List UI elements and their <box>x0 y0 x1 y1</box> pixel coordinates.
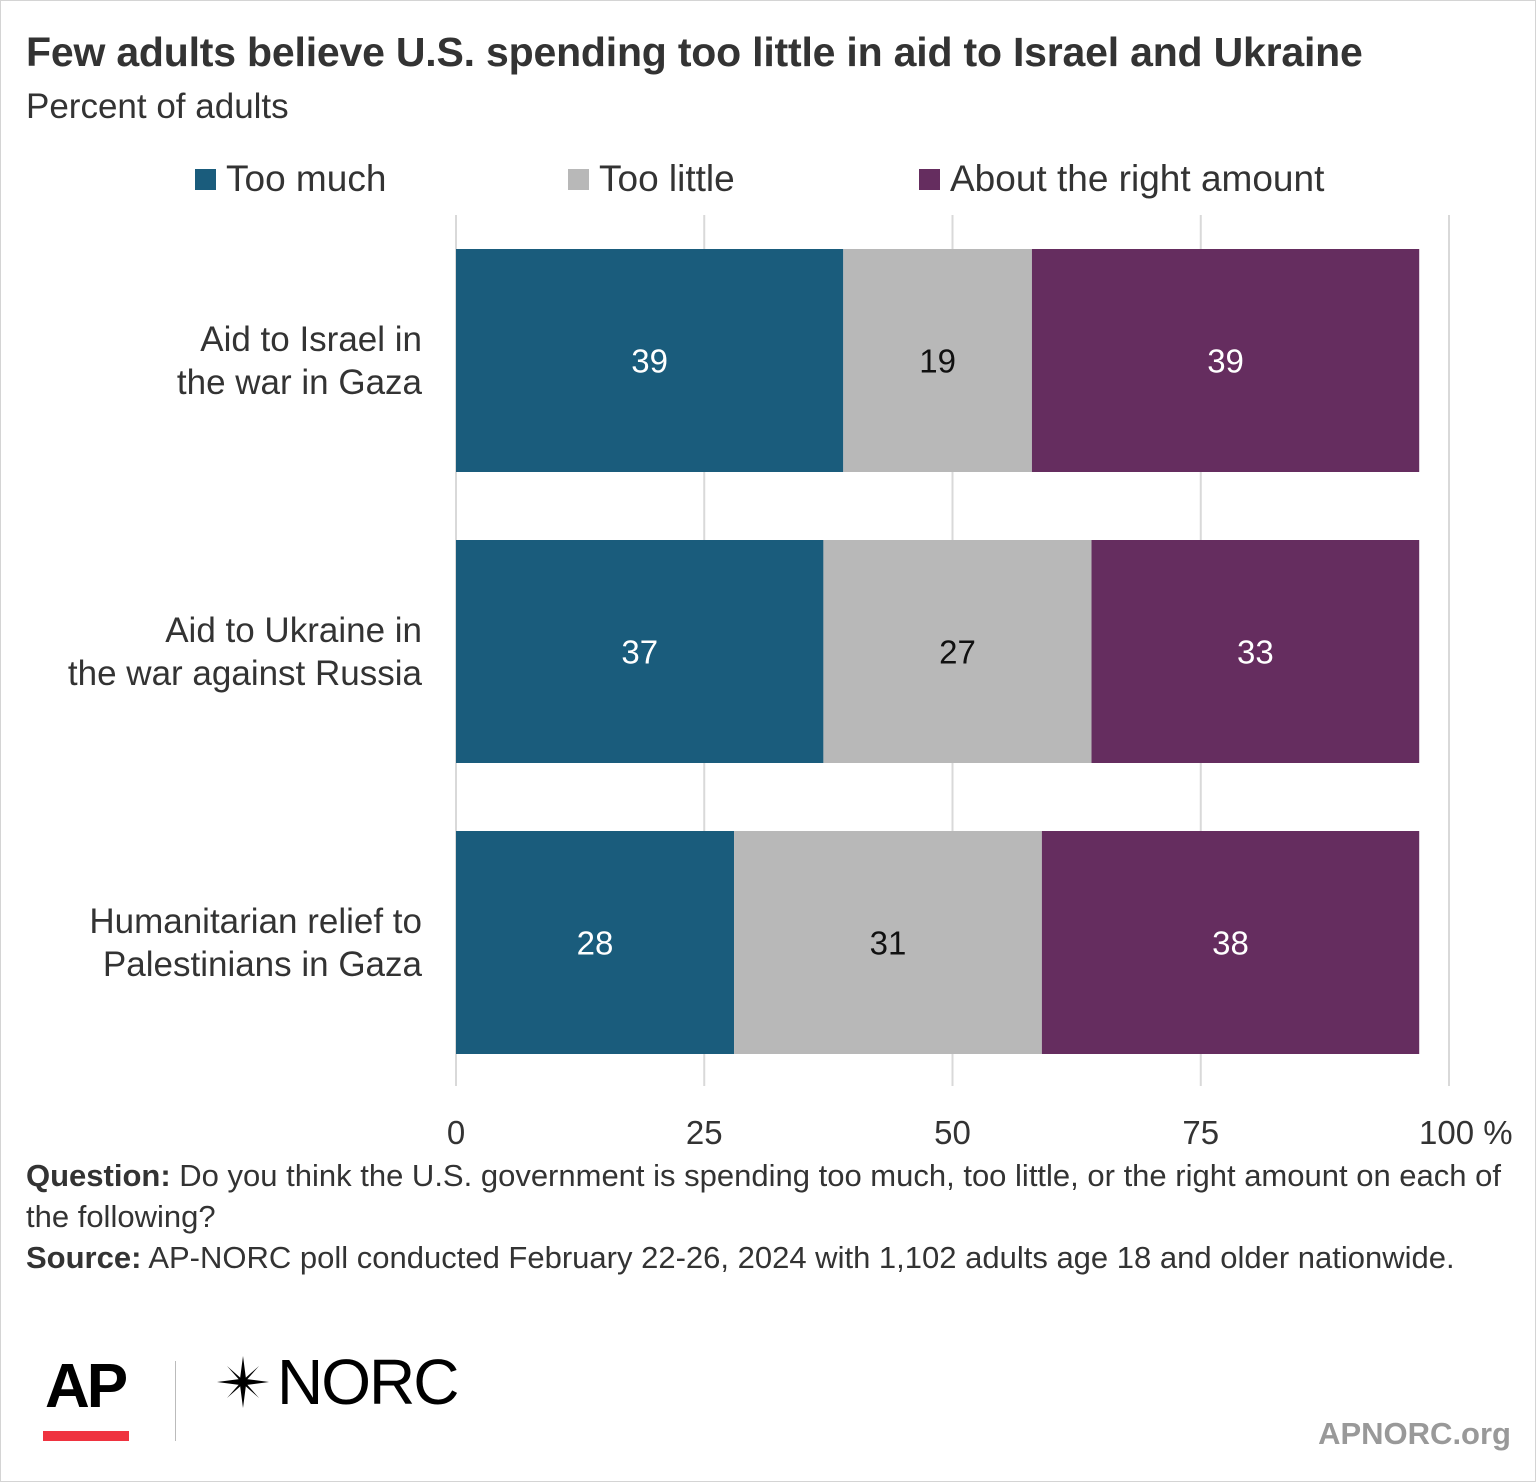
category-label: Aid to Israel in <box>200 320 422 359</box>
x-tick-label-0: 0 <box>447 1114 465 1151</box>
legend-item-too-much: Too much <box>195 157 386 201</box>
legend-label-too-much: Too much <box>226 158 387 199</box>
legend-swatch-too-much <box>195 168 216 190</box>
bar-chart: 0 25 50 75 100 % 39 19 39 Aid to Israel in the wa… <box>68 215 1513 1151</box>
bar-segment <box>1041 831 1420 1054</box>
x-tick-label-50: 50 <box>934 1114 971 1151</box>
category-label: Palestinians in Gaza <box>103 945 423 984</box>
star-burst-icon <box>217 1356 269 1408</box>
chart-subtitle: Percent of adults <box>26 87 289 126</box>
source-note: Source: AP-NORC poll conducted February … <box>26 1237 1506 1278</box>
ap-logo: AP <box>45 1352 128 1421</box>
category-label: Aid to Ukraine in <box>165 611 422 650</box>
source-text: AP-NORC poll conducted February 22-26, 2… <box>148 1240 1455 1275</box>
data-label: 39 <box>1207 343 1244 380</box>
question-text: Do you think the U.S. government is spen… <box>26 1158 1501 1234</box>
x-tick-label-75: 75 <box>1182 1114 1219 1151</box>
data-label: 27 <box>939 634 976 671</box>
legend-item-about-right: About the right amount <box>919 157 1324 201</box>
bar-segment <box>456 540 824 763</box>
data-label: 37 <box>621 634 658 671</box>
legend-label-too-little: Too little <box>599 158 735 199</box>
data-label: 38 <box>1212 925 1249 962</box>
data-label: 19 <box>919 343 956 380</box>
site-url: APNORC.org <box>1318 1416 1511 1451</box>
bar-segment <box>1091 540 1420 763</box>
norc-logo-text: NORC <box>277 1346 459 1418</box>
category-label: the war against Russia <box>68 654 423 693</box>
bar-segment <box>734 831 1042 1054</box>
data-label: 28 <box>577 925 614 962</box>
data-label: 33 <box>1237 634 1274 671</box>
bar-segment <box>823 540 1092 763</box>
category-label: Humanitarian relief to <box>89 902 422 941</box>
legend-label-about-right: About the right amount <box>950 158 1325 199</box>
data-label: 31 <box>870 925 907 962</box>
x-tick-label-100: 100 % <box>1419 1114 1513 1151</box>
bar-segment <box>456 249 844 472</box>
x-tick-label-25: 25 <box>686 1114 723 1151</box>
bar-segment <box>843 249 1032 472</box>
bar-segment <box>456 831 735 1054</box>
question-label: Question: <box>26 1158 171 1193</box>
legend-item-too-little: Too little <box>568 157 735 201</box>
bar-segment <box>1031 249 1420 472</box>
question-note: Question: Do you think the U.S. governme… <box>26 1155 1506 1237</box>
ap-logo-underline <box>43 1431 129 1441</box>
chart-title: Few adults believe U.S. spending too lit… <box>26 29 1363 75</box>
legend-swatch-about-right <box>919 168 940 190</box>
category-label: the war in Gaza <box>177 363 423 402</box>
logo-divider <box>175 1361 176 1441</box>
legend-swatch-too-little <box>568 168 589 190</box>
source-label: Source: <box>26 1240 142 1275</box>
norc-logo: NORC <box>215 1345 459 1419</box>
data-label: 39 <box>631 343 668 380</box>
